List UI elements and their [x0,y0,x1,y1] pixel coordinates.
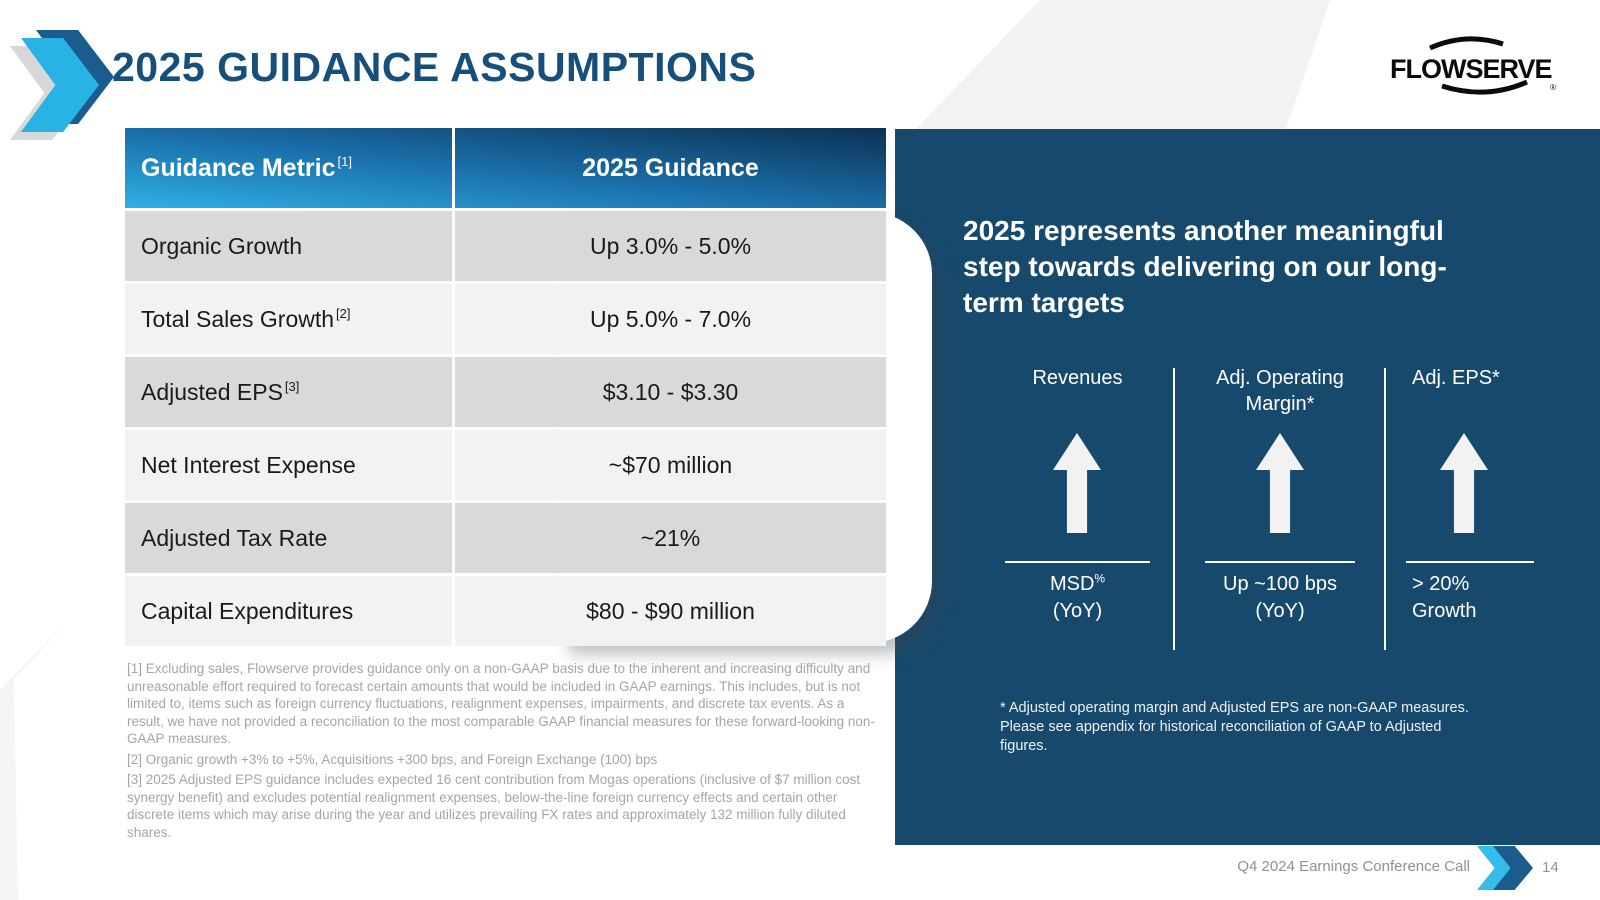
table-row: Organic Growth Up 3.0% - 5.0% [125,211,886,281]
panel-heading: 2025 represents another meaningful step … [963,215,1447,318]
column-value: > 20% Growth [1412,573,1477,622]
panel-column-adj-operating-margin: Adj. Operating Margin* Up ~100 bps (YoY) [1185,365,1375,625]
flowserve-logo-arcs [1428,36,1529,95]
page-number: 14 [1542,859,1559,876]
page-title: 2025 GUIDANCE ASSUMPTIONS [112,44,757,90]
flowserve-logo: FLOWSERVE ® [1390,34,1556,98]
guidance-table: Guidance Metric [1] 2025 Guidance Organic… [125,128,886,646]
table-row: Net Interest Expense ~$70 million [125,430,886,500]
panel-column-adj-eps: Adj. EPS* > 20% Growth [1395,365,1555,625]
footer-chevron-logo [1477,846,1535,890]
up-arrow-icon [1256,433,1304,533]
underline [1005,561,1150,563]
column-divider [1384,368,1386,650]
up-arrow-icon [1053,433,1101,533]
table-row: Total Sales Growth [2] Up 5.0% - 7.0% [125,284,886,354]
column-value: Up ~100 bps (YoY) [1223,573,1337,622]
header-guidance-metric: Guidance Metric [1] [125,128,455,208]
footer-label: Q4 2024 Earnings Conference Call [1237,858,1470,875]
column-label: Adj. Operating Margin* [1216,367,1344,415]
panel-footnote: * Adjusted operating margin and Adjusted… [1000,700,1469,754]
highlight-panel: 2025 represents another meaningful step … [895,129,1600,845]
footnotes-block: [1] Excluding sales, Flowserve provides … [127,660,879,844]
column-value: MSD% (YoY) [1049,571,1106,622]
header-2025-guidance: 2025 Guidance [582,153,759,182]
footnote-3: [3] 2025 Adjusted EPS guidance includes … [127,772,861,840]
underline [1205,561,1355,563]
footnote-2: [2] Organic growth +3% to +5%, Acquisiti… [127,751,658,767]
flowserve-wordmark: FLOWSERVE [1390,54,1553,84]
column-label: Revenues [1032,367,1123,389]
table-header-row: Guidance Metric [1] 2025 Guidance [125,128,886,208]
column-label: Adj. EPS* [1412,367,1500,389]
table-row: Adjusted EPS [3] $3.10 - $3.30 [125,357,886,427]
footnote-1: [1] Excluding sales, Flowserve provides … [127,661,875,746]
panel-column-revenues: Revenues MSD% (YoY) [975,365,1180,625]
underline [1406,561,1534,563]
table-row: Capital Expenditures $80 - $90 million [125,576,886,646]
slide-chevron-logo [10,30,114,140]
up-arrow-icon [1440,433,1488,533]
table-row: Adjusted Tax Rate ~21% [125,503,886,573]
registered-mark: ® [1550,83,1556,92]
column-divider [1173,368,1175,650]
